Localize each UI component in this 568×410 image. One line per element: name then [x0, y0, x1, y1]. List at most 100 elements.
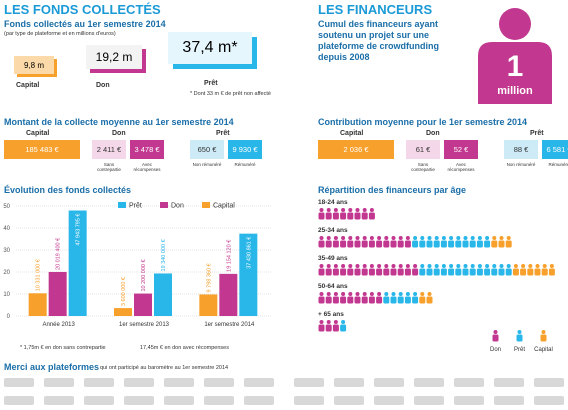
person-head [413, 264, 418, 268]
platform-logo [4, 378, 34, 387]
fund-box: 19,2 m [86, 45, 142, 69]
person-body [361, 212, 368, 220]
person-body [354, 296, 361, 304]
person-body [325, 324, 332, 332]
person-head [369, 264, 374, 268]
person-body [512, 268, 519, 276]
person-head [355, 264, 360, 268]
person-body [347, 296, 354, 304]
person-head [485, 264, 490, 268]
person-head [477, 264, 482, 268]
person-body [383, 296, 390, 304]
legend-icon [516, 330, 523, 342]
age-group [419, 264, 512, 276]
person-head [384, 236, 389, 240]
person-head [413, 292, 418, 296]
y-tick-label: 20 [3, 270, 10, 276]
person-head [499, 264, 504, 268]
person-body [383, 240, 390, 248]
person-head [420, 292, 425, 296]
person-head [405, 292, 410, 296]
person-body [397, 268, 404, 276]
box-caption: Sans contrepartie [411, 162, 435, 172]
person-head [369, 208, 374, 212]
value-label: 20 019 400 € [56, 238, 62, 270]
person-body [376, 296, 383, 304]
person-body [361, 268, 368, 276]
value-label: 47 943 795 € [76, 214, 82, 246]
y-tick-label: 10 [3, 292, 10, 298]
person-head [542, 264, 547, 268]
person-body [412, 268, 419, 276]
age-group [512, 264, 555, 276]
person-body [340, 296, 347, 304]
value-box: 2 036 € [318, 140, 394, 159]
person-head [405, 264, 410, 268]
value-label: 3 600 000 € [121, 277, 127, 306]
bar [28, 293, 47, 316]
person-head [470, 264, 475, 268]
person-body [332, 212, 339, 220]
person-body [448, 268, 455, 276]
platform-logo [534, 396, 564, 405]
person-body [361, 296, 368, 304]
person-body [397, 240, 404, 248]
platform-logo [124, 396, 154, 405]
person-body [361, 240, 368, 248]
bar [114, 308, 132, 316]
platform-logo [204, 378, 234, 387]
value-label: 10 200 000 € [141, 259, 147, 291]
subtitle: (par type de plateforme et en millions d… [4, 31, 116, 37]
person-body [354, 212, 361, 220]
fund-label: Don [96, 82, 110, 89]
value-box: 185 483 € [4, 140, 80, 159]
bar [199, 294, 218, 316]
person-body [520, 268, 527, 276]
person-body [397, 296, 404, 304]
chart-note: 17,45m € en don avec récompenses [140, 345, 229, 351]
platform-logo [44, 396, 74, 405]
person-head [341, 292, 346, 296]
person-body [462, 240, 469, 248]
person-head [333, 320, 338, 324]
value-label: 19 154 120 € [226, 240, 232, 272]
age-group [419, 292, 433, 304]
platform-logo [164, 396, 194, 405]
person-head [341, 320, 346, 324]
section-title: Fonds collectés au 1er semestre 2014 [4, 19, 166, 29]
person-head [355, 236, 360, 240]
person-body [419, 240, 426, 248]
age-label: 50-64 ans [318, 283, 348, 290]
person-head [549, 264, 554, 268]
value-label: 37 430 861 € [246, 237, 252, 269]
person-head [513, 264, 518, 268]
person-head [319, 292, 324, 296]
platform-logo [244, 396, 274, 405]
legend-label: Don [490, 347, 501, 353]
person-head [398, 264, 403, 268]
person-head [319, 208, 324, 212]
platform-logo [334, 378, 364, 387]
age-group [491, 236, 512, 248]
person-body [325, 296, 332, 304]
person-body [332, 296, 339, 304]
person-body [325, 212, 332, 220]
y-tick-label: 50 [3, 204, 10, 210]
person-body [491, 268, 498, 276]
person-body [540, 334, 547, 342]
person-body [404, 268, 411, 276]
person-head [493, 330, 498, 334]
person-body [527, 268, 534, 276]
person-head [470, 236, 475, 240]
section-header: LES FONDS COLLECTÉS [4, 2, 161, 17]
person-head [434, 236, 439, 240]
platform-logo [4, 396, 34, 405]
big-unit: million [497, 85, 533, 97]
age-group [318, 236, 411, 248]
value-label: 9 798 360 € [206, 263, 212, 292]
platform-logo [414, 396, 444, 405]
person-head [427, 292, 432, 296]
person-body [419, 296, 426, 304]
legend-swatch [118, 202, 126, 208]
